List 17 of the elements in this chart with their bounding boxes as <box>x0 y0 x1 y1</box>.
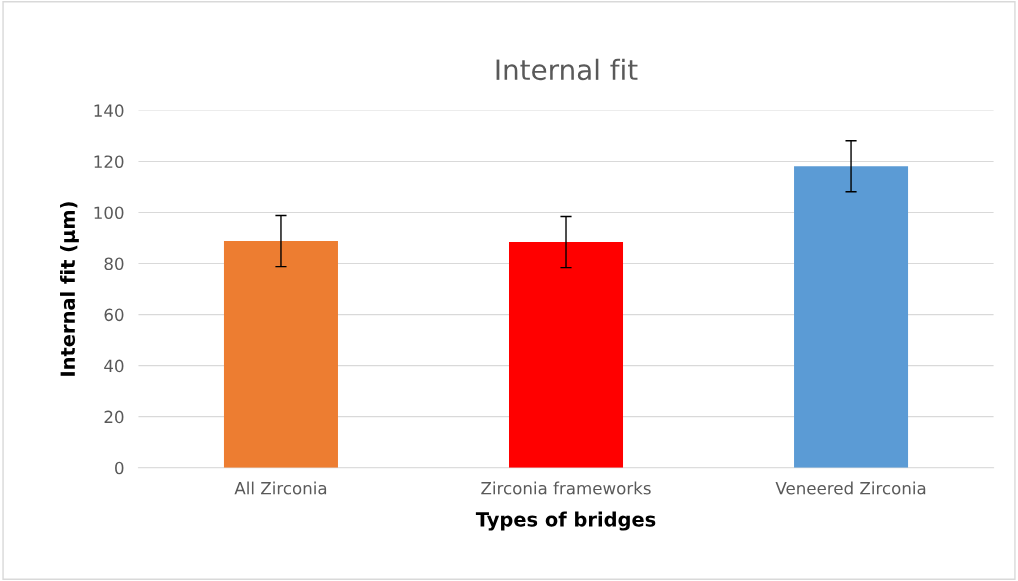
y-tick-label: 140 <box>94 104 124 117</box>
bar <box>509 242 624 468</box>
chart-title: Internal fit <box>496 58 638 81</box>
y-tick-label: 120 <box>94 155 124 168</box>
y-tick-label: 40 <box>104 359 124 373</box>
x-tick-label: All Zirconia <box>234 481 327 495</box>
bar <box>794 166 909 468</box>
y-tick-label: 20 <box>104 410 124 424</box>
bar <box>223 241 338 468</box>
x-tick-label: Zirconia frameworks <box>481 481 651 495</box>
y-axis-title: Internal fit (µm) <box>60 202 79 376</box>
x-axis-title: Types of bridges <box>475 511 656 531</box>
y-tick-label: 0 <box>115 461 124 475</box>
y-tick-label: 60 <box>104 308 124 322</box>
y-tick-label: 100 <box>94 206 124 220</box>
y-tick-label: 80 <box>104 257 124 271</box>
x-tick-label: Veneered Zirconia <box>775 481 926 495</box>
